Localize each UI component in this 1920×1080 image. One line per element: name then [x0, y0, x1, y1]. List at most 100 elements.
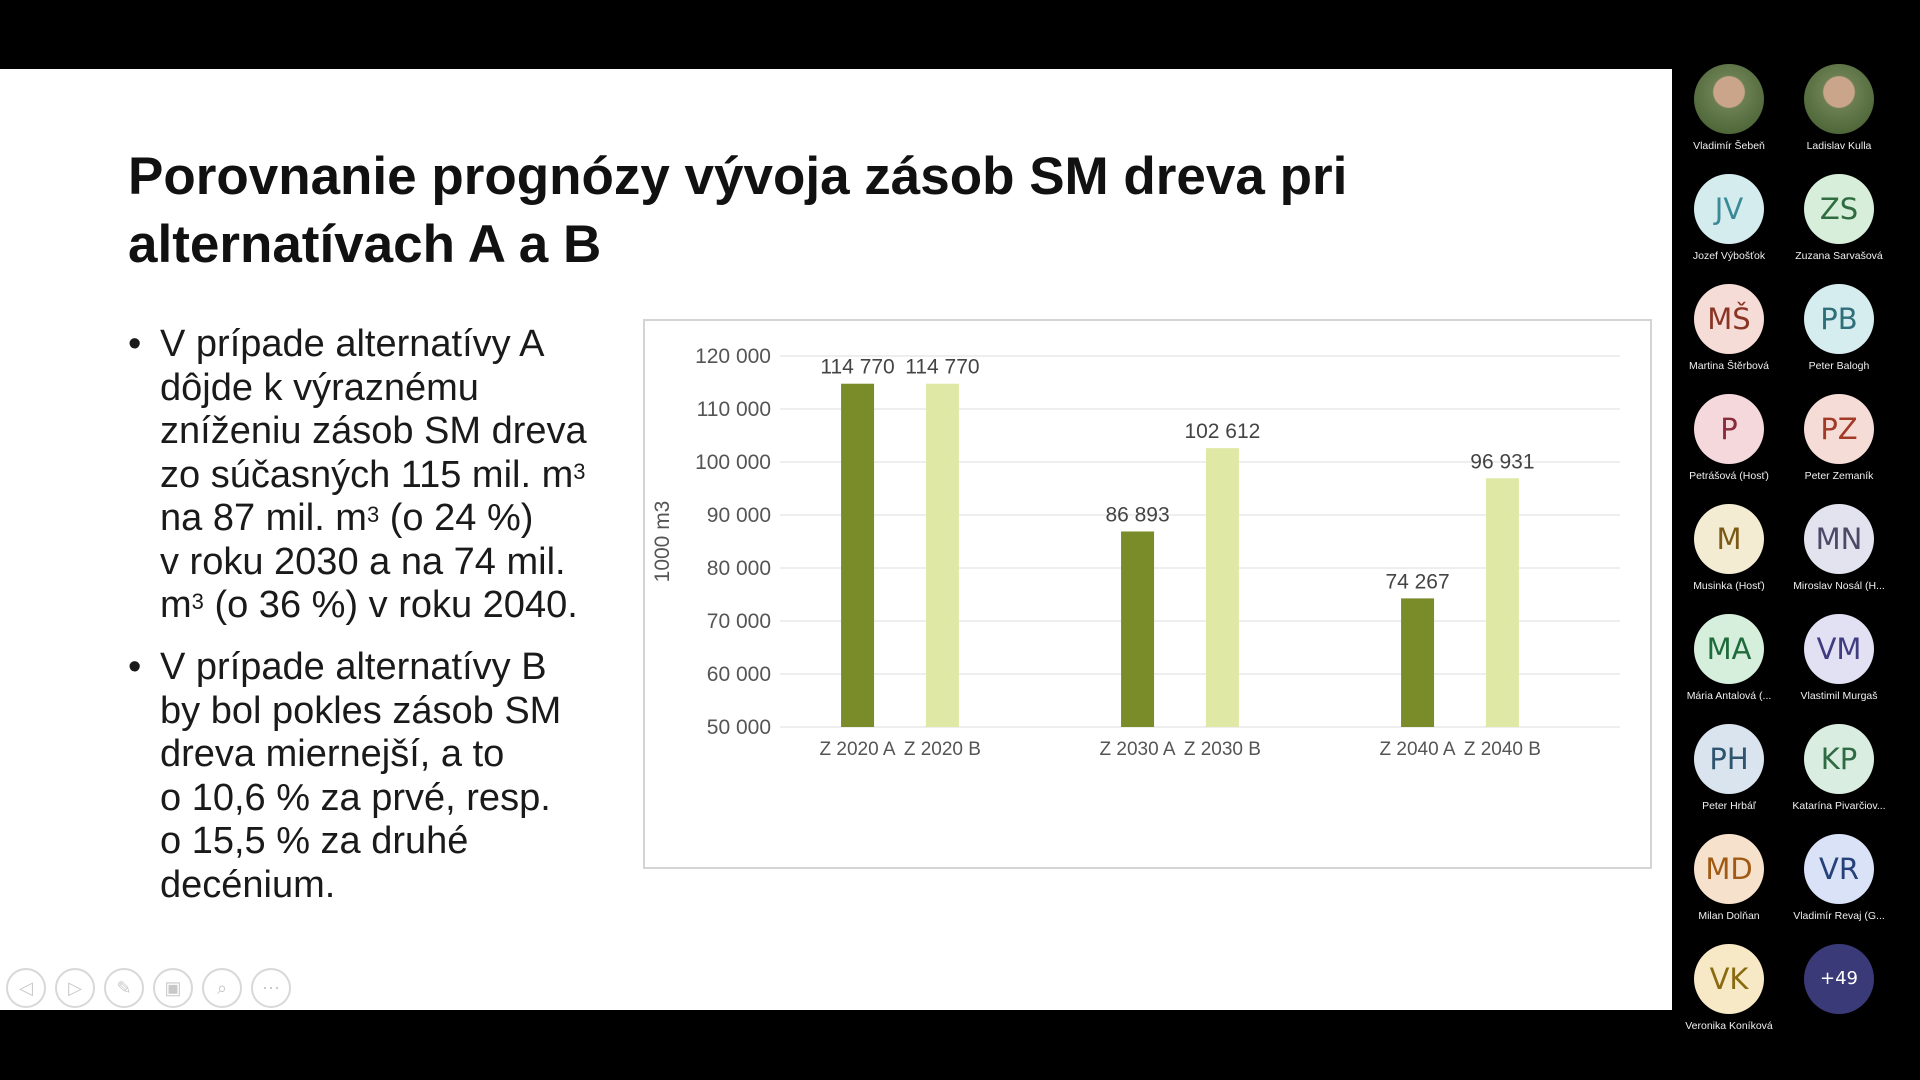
- bullet-line: zníženiu zásob SM dreva: [160, 410, 587, 452]
- x-tick-label: Z 2020 A: [820, 739, 896, 760]
- slides-icon: ▣: [164, 978, 182, 998]
- more-options-button[interactable]: ⋯: [251, 968, 291, 1008]
- participant-tile[interactable]: P Petrášová (Hosť): [1674, 394, 1784, 482]
- data-label: 86 893: [1105, 503, 1169, 526]
- bullet-line: o 10,6 % za prvé, resp.: [160, 776, 551, 819]
- x-tick-label: Z 2040 B: [1464, 739, 1541, 760]
- participant-name: Vladimír Revaj (G...: [1793, 910, 1885, 922]
- next-slide-icon: ▷: [68, 978, 82, 998]
- participant-tile[interactable]: KP Katarína Pivarčiov...: [1784, 724, 1894, 812]
- bullet-text: (o 24 %): [379, 497, 534, 539]
- x-tick-label: Z 2030 A: [1100, 739, 1176, 760]
- pen-icon: ✎: [116, 978, 132, 998]
- participant-name: Miroslav Nosál (H...: [1793, 580, 1885, 592]
- y-tick-label: 50 000: [707, 716, 771, 739]
- participant-avatar: +49: [1804, 944, 1874, 1014]
- superscript: 3: [191, 589, 204, 614]
- bar-z-2020-a: [841, 383, 875, 727]
- next-slide-button[interactable]: ▷: [55, 968, 95, 1008]
- participant-name: Vladimír Šebeň: [1693, 140, 1765, 152]
- y-tick-label: 120 000: [695, 345, 771, 368]
- participant-photo: [1804, 64, 1874, 134]
- participant-tile[interactable]: MA Mária Antalová (...: [1674, 614, 1784, 702]
- bullet-line: zo súčasných 115 mil. m3: [160, 454, 660, 498]
- participant-name: Mária Antalová (...: [1686, 690, 1772, 702]
- participant-avatar: MD: [1694, 834, 1764, 904]
- participant-avatar: M: [1694, 504, 1764, 574]
- participant-tile[interactable]: JV Jozef Výbošťok: [1674, 174, 1784, 262]
- participant-tile[interactable]: Vladimír Šebeň: [1674, 64, 1784, 152]
- y-tick-label: 80 000: [707, 557, 771, 580]
- previous-slide-icon: ◁: [19, 978, 33, 998]
- participant-avatar: VM: [1804, 614, 1874, 684]
- slides-button[interactable]: ▣: [153, 968, 193, 1008]
- presentation-slide: Porovnanie prognózy vývoja zásob SM drev…: [0, 69, 1672, 1010]
- chart-canvas: 50 000 60 000 70 000 80 000 90 000 100 000 110…: [651, 345, 1620, 760]
- bullet-line: dreva miernejší, a to: [160, 733, 505, 775]
- participant-tile[interactable]: Ladislav Kulla: [1784, 64, 1894, 152]
- participant-tile[interactable]: ZS Zuzana Sarvašová: [1784, 174, 1894, 262]
- participant-tile[interactable]: PZ Peter Zemaník: [1784, 394, 1894, 482]
- data-label: 96 931: [1470, 450, 1534, 473]
- bullet-line: dôjde k výraznému: [160, 366, 479, 409]
- participant-tile[interactable]: M Musinka (Hosť): [1674, 504, 1784, 592]
- participant-name: Vlastimil Murgaš: [1800, 690, 1878, 702]
- bullet-dot: •: [128, 323, 142, 365]
- pen-button[interactable]: ✎: [104, 968, 144, 1008]
- participant-avatar: VK: [1694, 944, 1764, 1014]
- participant-avatar: ZS: [1804, 174, 1874, 244]
- bullet-line: V prípade alternatívy B: [160, 646, 547, 688]
- bullet-line: V prípade alternatívy A: [160, 323, 545, 365]
- bullet-line: o 15,5 % za druhé: [160, 820, 469, 862]
- participant-avatar: KP: [1804, 724, 1874, 794]
- participant-name: Musinka (Hosť): [1693, 580, 1765, 592]
- bar-chart: 50 000 60 000 70 000 80 000 90 000 100 000 110…: [643, 319, 1652, 869]
- participant-tile[interactable]: VR Vladimír Revaj (G...: [1784, 834, 1894, 922]
- superscript: 3: [366, 502, 380, 527]
- zoom-button[interactable]: ⌕: [202, 968, 242, 1008]
- participant-name: Peter Zemaník: [1804, 470, 1874, 482]
- data-label: 114 770: [820, 356, 894, 379]
- participant-tile[interactable]: MN Miroslav Nosál (H...: [1784, 504, 1894, 592]
- participant-tile[interactable]: MD Milan Dolňan: [1674, 834, 1784, 922]
- participant-avatar: MN: [1804, 504, 1874, 574]
- participant-name: Jozef Výbošťok: [1692, 250, 1766, 262]
- data-label: 102 612: [1184, 420, 1260, 443]
- slide-title-line: alternatívach A a B: [128, 215, 602, 274]
- participant-tile[interactable]: VM Vlastimil Murgaš: [1784, 614, 1894, 702]
- participant-tile[interactable]: MŠ Martina Štěrbová: [1674, 284, 1784, 372]
- participant-name: Peter Balogh: [1808, 360, 1870, 372]
- participant-avatar: PH: [1694, 724, 1764, 794]
- more-participants-button[interactable]: +49: [1784, 944, 1894, 1014]
- bullet-line: v roku 2030 a na 74 mil.: [160, 540, 566, 583]
- bullet-line: m3 (o 36 %) v roku 2040.: [160, 584, 660, 628]
- participant-name: Petrášová (Hosť): [1689, 470, 1769, 482]
- participant-name: Peter Hrbáľ: [1702, 800, 1756, 812]
- participant-avatar: PB: [1804, 284, 1874, 354]
- participant-tile[interactable]: VK Veronika Koníková: [1674, 944, 1784, 1032]
- participants-panel: Vladimír Šebeň Ladislav Kulla JV Jozef Výbo…: [1673, 0, 1920, 1080]
- participant-avatar: MA: [1694, 614, 1764, 684]
- x-tick-label: Z 2020 B: [904, 739, 981, 760]
- y-tick-label: 60 000: [707, 663, 771, 686]
- participant-name: Zuzana Sarvašová: [1795, 250, 1883, 262]
- bullet-line: decénium.: [160, 863, 336, 906]
- participant-name: Katarína Pivarčiov...: [1792, 800, 1886, 812]
- superscript: 3: [573, 458, 586, 484]
- participant-name: Milan Dolňan: [1698, 910, 1760, 922]
- previous-slide-button[interactable]: ◁: [6, 968, 46, 1008]
- y-axis-label: 1000 m3: [651, 501, 674, 583]
- participant-tile[interactable]: PH Peter Hrbáľ: [1674, 724, 1784, 812]
- participant-photo: [1694, 64, 1764, 134]
- bar-z-2040-a: [1401, 598, 1435, 727]
- bar-z-2040-b: [1485, 478, 1519, 727]
- participant-tile[interactable]: PB Peter Balogh: [1784, 284, 1894, 372]
- bar-z-2020-b: [925, 383, 959, 727]
- bullet-dot: •: [128, 646, 142, 688]
- bar-z-2030-b: [1205, 448, 1239, 727]
- x-tick-label: Z 2030 B: [1184, 739, 1261, 760]
- participant-avatar: PZ: [1804, 394, 1874, 464]
- bullet-text: zo súčasných 115 mil. m: [160, 453, 574, 496]
- y-tick-label: 100 000: [695, 451, 771, 474]
- data-label: 74 267: [1385, 570, 1449, 593]
